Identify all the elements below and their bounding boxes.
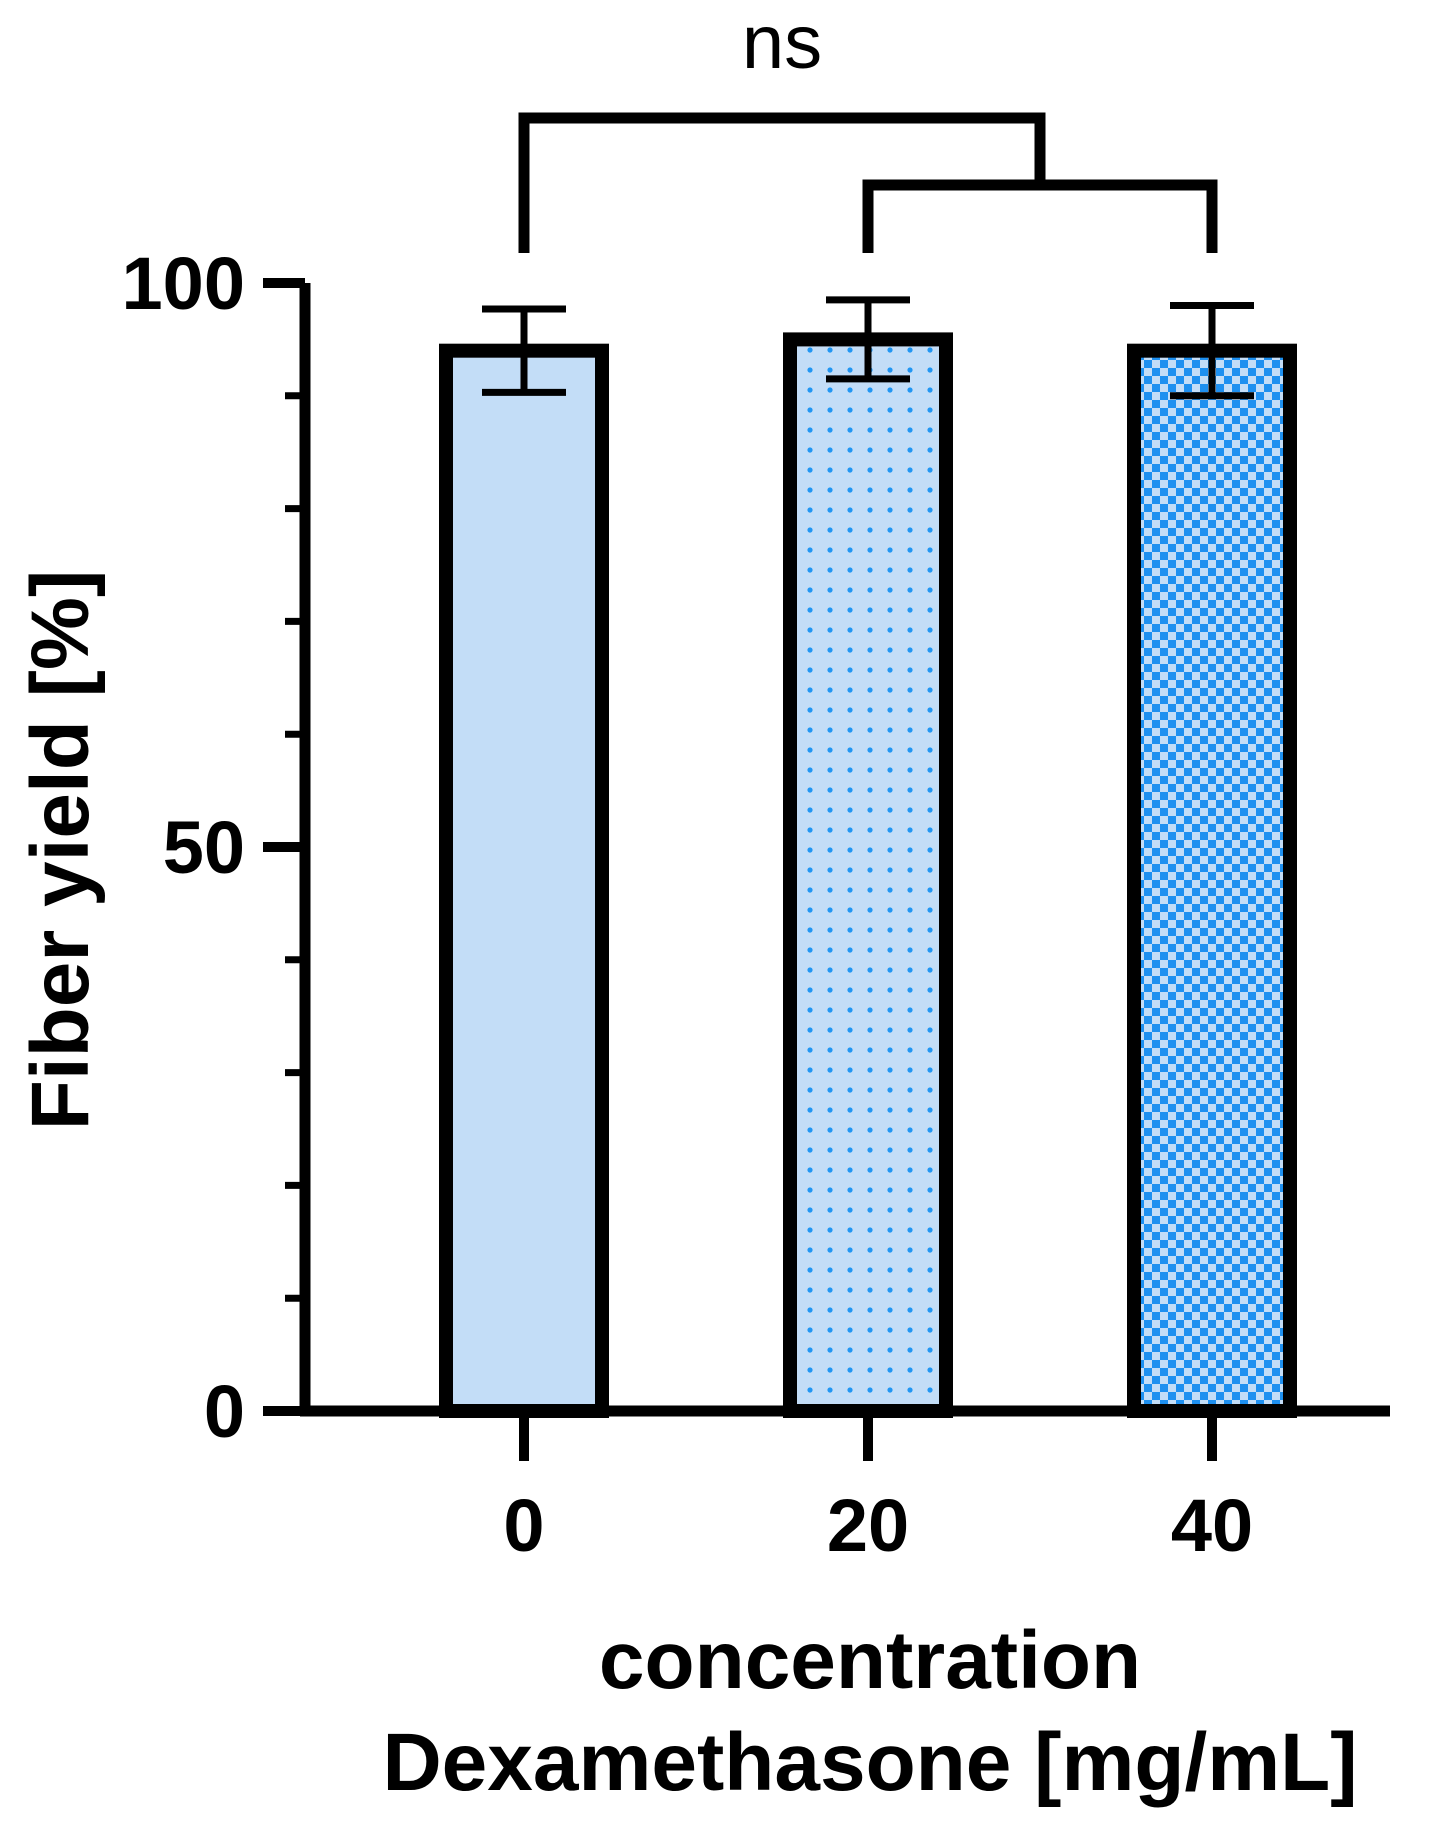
- bar-20: [783, 332, 953, 1418]
- x-tick-label: 20: [827, 1484, 909, 1567]
- y-tick-label: 0: [204, 1370, 245, 1453]
- x-axis-title-line2: Dexamethasone [mg/mL]: [382, 1717, 1357, 1808]
- significance-label: ns: [742, 0, 822, 85]
- x-axis-title-line1: concentration: [599, 1615, 1141, 1706]
- bracket-0-vs-group: [518, 112, 1046, 253]
- bars-layer: [439, 332, 1297, 1418]
- x-tick-label: 0: [503, 1484, 544, 1567]
- error-bar-20: [826, 296, 910, 383]
- y-axis-title: Fiber yield [%]: [15, 570, 106, 1130]
- error-bars-layer: [482, 296, 1254, 400]
- bracket-20-40: [862, 179, 1218, 253]
- error-bar-0: [482, 305, 566, 396]
- x-tick-label: 40: [1171, 1484, 1253, 1567]
- axes-layer: [263, 278, 1390, 1461]
- y-tick-label: 100: [122, 242, 245, 325]
- significance-annotation: ns: [518, 0, 1218, 253]
- bar-0: [439, 343, 609, 1418]
- error-bar-40: [1170, 302, 1254, 400]
- tick-labels-layer: 0 50 100 0 20 40: [122, 242, 1254, 1567]
- bar-40: [1127, 343, 1297, 1418]
- y-tick-label: 50: [163, 806, 245, 889]
